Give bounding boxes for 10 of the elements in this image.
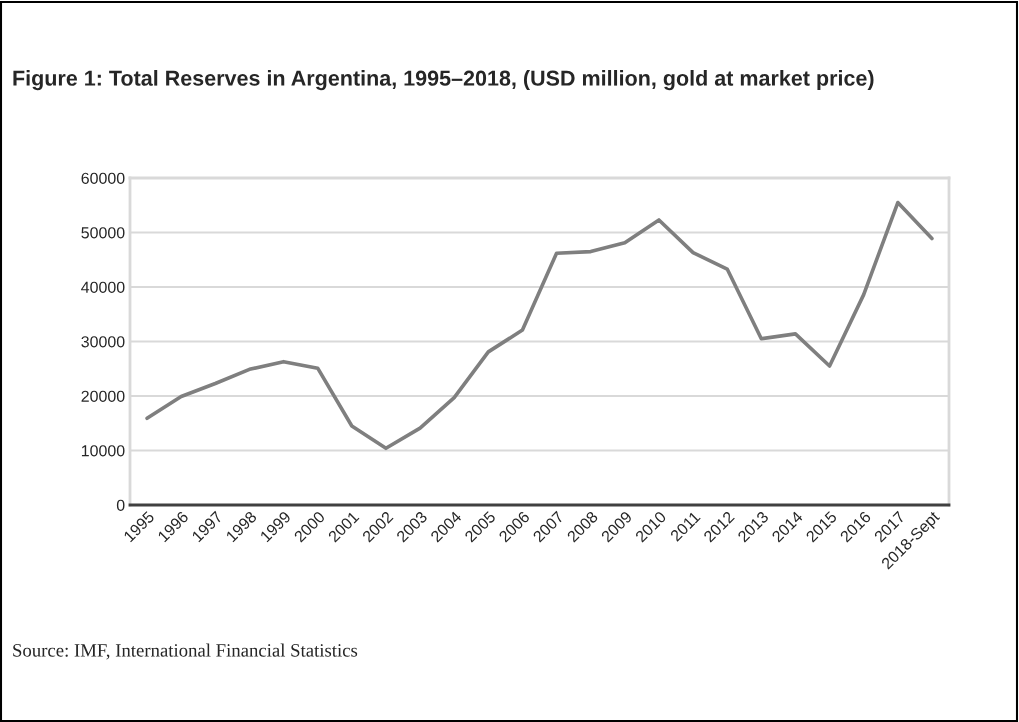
y-tick-label: 40000: [81, 281, 125, 293]
source-note: Source: IMF, International Financial Statistics: [13, 643, 358, 660]
y-tick-label: 30000: [81, 336, 125, 348]
y-tick-label: 20000: [81, 390, 125, 402]
y-tick-label: 60000: [81, 172, 125, 184]
y-tick-label: 10000: [81, 445, 125, 457]
y-tick-label: 0: [116, 499, 125, 511]
chart-title: Figure 1: Total Reserves in Argentina, 1995–2018, (USD million, gold at market price): [13, 70, 874, 91]
line-series: [145, 200, 934, 451]
y-tick-label: 50000: [81, 227, 125, 239]
